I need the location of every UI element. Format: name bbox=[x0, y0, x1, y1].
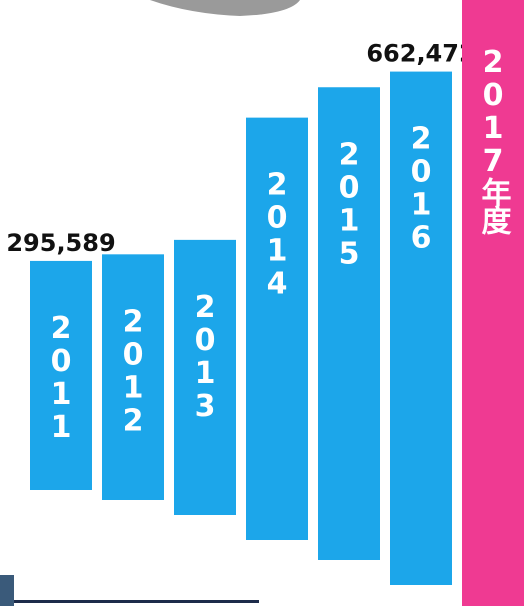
top-decoration bbox=[150, 0, 300, 16]
bar bbox=[246, 117, 308, 540]
category-label: 2012 bbox=[116, 304, 151, 436]
bar bbox=[102, 254, 164, 500]
bottom-line bbox=[14, 600, 259, 603]
value-label: 662,472 bbox=[366, 40, 475, 68]
value-label: 295,589 bbox=[6, 229, 115, 257]
category-label: 2013 bbox=[188, 290, 223, 422]
category-label: 2017年度 bbox=[476, 45, 512, 236]
bar bbox=[462, 0, 524, 606]
bar bbox=[390, 71, 452, 585]
category-label: 2011 bbox=[44, 311, 79, 443]
bar bbox=[174, 239, 236, 515]
category-label: 2016 bbox=[404, 122, 439, 254]
bar bbox=[318, 87, 380, 560]
category-label: 2014 bbox=[260, 168, 295, 300]
corner-icon bbox=[0, 575, 14, 606]
category-label: 2015 bbox=[332, 137, 367, 269]
bar bbox=[30, 260, 92, 490]
